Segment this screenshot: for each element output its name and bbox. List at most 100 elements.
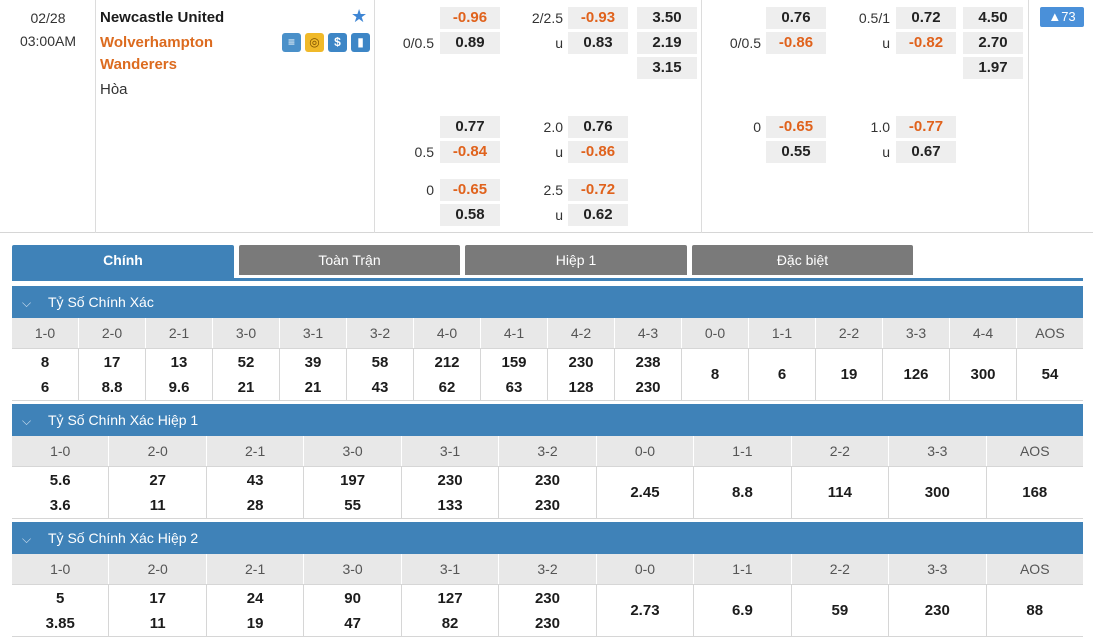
score-odds-cell[interactable]: 17 8.8	[79, 349, 146, 400]
odds-value: 8.8	[731, 484, 753, 501]
odds-cell[interactable]: 0.67	[896, 141, 956, 163]
tab-hiep-1[interactable]: Hiệp 1	[465, 245, 687, 275]
score-odds-cell[interactable]: 5.6 3.6	[12, 467, 110, 518]
odds-cell[interactable]: -0.65	[766, 116, 826, 138]
score-odds-cell[interactable]: 8	[682, 349, 749, 400]
odds-cell[interactable]: -0.86	[568, 141, 628, 163]
tab-chinh[interactable]: Chính	[12, 245, 234, 278]
score-header-cell: 3-0	[304, 554, 402, 584]
chevron-down-icon[interactable]: ⌵	[22, 296, 32, 310]
chevron-down-icon[interactable]: ⌵	[22, 532, 32, 546]
odds-cell[interactable]: 0.89	[440, 32, 500, 54]
odds-cell[interactable]: 2.19	[637, 32, 697, 54]
dollar-icon[interactable]: $	[328, 33, 347, 52]
away-team-name-line1[interactable]: Wolverhampton	[100, 34, 214, 51]
score-odds-cell[interactable]: 90 47	[304, 585, 402, 636]
home-team-name[interactable]: Newcastle United	[100, 9, 225, 26]
score-odds-cell[interactable]: 58 43	[347, 349, 414, 400]
score-odds-row: 8 6 17 8.8 13 9.6 52 21 39 21 58 43 212 62 159 63 230 128…	[12, 349, 1083, 401]
tab-dac-biet[interactable]: Đặc biệt	[692, 245, 913, 275]
score-header-cell: 0-0	[597, 436, 695, 466]
score-odds-cell[interactable]: 19	[816, 349, 883, 400]
market-tabs: Chính Toàn Trận Hiệp 1 Đặc biệt	[12, 245, 1083, 281]
section-header[interactable]: ⌵ Tỷ Số Chính Xác Hiệp 1	[12, 404, 1083, 436]
odds-cell[interactable]: 3.15	[637, 57, 697, 79]
odds-cell[interactable]: 3.50	[637, 7, 697, 29]
score-header-cell: 1-1	[694, 554, 792, 584]
odds-cell[interactable]: -0.86	[766, 32, 826, 54]
handicap-label: 0/0.5	[402, 35, 434, 51]
score-odds-cell[interactable]: 230 230	[499, 467, 597, 518]
section-header[interactable]: ⌵ Tỷ Số Chính Xác Hiệp 2	[12, 522, 1083, 554]
score-odds-cell[interactable]: 197 55	[304, 467, 402, 518]
section-title: Tỷ Số Chính Xác	[48, 294, 154, 310]
odds-value: 230	[635, 378, 661, 396]
odds-cell[interactable]: 0.83	[568, 32, 628, 54]
score-odds-cell[interactable]: 17 11	[109, 585, 207, 636]
stats-icon[interactable]: ▮	[351, 33, 370, 52]
odds-cell[interactable]: -0.65	[440, 179, 500, 201]
scoreboard-icon[interactable]: ≡	[282, 33, 301, 52]
away-team-name-line2[interactable]: Wanderers	[100, 56, 177, 73]
score-odds-cell[interactable]: 2.73	[597, 585, 695, 636]
more-markets-button[interactable]: ▲73	[1040, 7, 1084, 27]
odds-cell[interactable]: 0.76	[568, 116, 628, 138]
odds-cell[interactable]: 0.77	[440, 116, 500, 138]
score-odds-cell[interactable]: 13 9.6	[146, 349, 213, 400]
score-odds-cell[interactable]: 114	[792, 467, 890, 518]
odds-cell[interactable]: -0.93	[568, 7, 628, 29]
score-odds-cell[interactable]: 88	[987, 585, 1083, 636]
odds-cell[interactable]: -0.72	[568, 179, 628, 201]
score-odds-cell[interactable]: 230 133	[402, 467, 500, 518]
odds-cell[interactable]: -0.96	[440, 7, 500, 29]
score-header-cell: 3-0	[213, 318, 280, 348]
odds-value: 21	[304, 378, 322, 396]
score-odds-cell[interactable]: 300	[889, 467, 987, 518]
section-header[interactable]: ⌵ Tỷ Số Chính Xác	[12, 286, 1083, 318]
odds-cell[interactable]: 2.70	[963, 32, 1023, 54]
odds-cell[interactable]: -0.84	[440, 141, 500, 163]
odds-value: 52	[237, 353, 255, 371]
score-odds-cell[interactable]: 159 63	[481, 349, 548, 400]
odds-cell[interactable]: 0.55	[766, 141, 826, 163]
coin-icon[interactable]: ◎	[305, 33, 324, 52]
score-odds-cell[interactable]: 300	[950, 349, 1017, 400]
handicap-label: 0.5	[414, 144, 434, 160]
score-odds-cell[interactable]: 230 230	[499, 585, 597, 636]
score-odds-cell[interactable]: 230	[889, 585, 987, 636]
odds-cell[interactable]: 0.58	[440, 204, 500, 226]
score-odds-cell[interactable]: 27 11	[109, 467, 207, 518]
score-header-cell: 2-2	[792, 436, 890, 466]
score-odds-cell[interactable]: 5 3.85	[12, 585, 110, 636]
tab-toan-tran[interactable]: Toàn Trận	[239, 245, 460, 275]
score-odds-cell[interactable]: 6	[749, 349, 816, 400]
odds-cell[interactable]: 0.72	[896, 7, 956, 29]
odds-cell[interactable]: 0.76	[766, 7, 826, 29]
score-odds-cell[interactable]: 212 62	[414, 349, 481, 400]
chevron-down-icon[interactable]: ⌵	[22, 414, 32, 428]
score-odds-cell[interactable]: 127 82	[402, 585, 500, 636]
score-header-cell: 1-0	[12, 554, 110, 584]
odds-value: 2.45	[630, 484, 660, 501]
odds-cell[interactable]: 0.62	[568, 204, 628, 226]
score-odds-cell[interactable]: 230 128	[548, 349, 615, 400]
score-odds-cell[interactable]: 8.8	[694, 467, 792, 518]
score-odds-cell[interactable]: 238 230	[615, 349, 682, 400]
score-odds-cell[interactable]: 52 21	[213, 349, 280, 400]
odds-cell[interactable]: 1.97	[963, 57, 1023, 79]
odds-cell[interactable]: -0.82	[896, 32, 956, 54]
score-odds-cell[interactable]: 24 19	[207, 585, 305, 636]
score-odds-cell[interactable]: 54	[1017, 349, 1083, 400]
favorite-star-icon[interactable]: ★	[351, 6, 368, 26]
odds-cell[interactable]: 4.50	[963, 7, 1023, 29]
score-odds-cell[interactable]: 126	[883, 349, 950, 400]
score-odds-cell[interactable]: 39 21	[280, 349, 347, 400]
score-odds-cell[interactable]: 43 28	[207, 467, 305, 518]
score-odds-cell[interactable]: 6.9	[694, 585, 792, 636]
score-odds-cell[interactable]: 59	[792, 585, 890, 636]
odds-cell[interactable]: -0.77	[896, 116, 956, 138]
score-odds-cell[interactable]: 168	[987, 467, 1083, 518]
score-odds-cell[interactable]: 2.45	[597, 467, 695, 518]
odds-value: 8.8	[101, 378, 123, 396]
